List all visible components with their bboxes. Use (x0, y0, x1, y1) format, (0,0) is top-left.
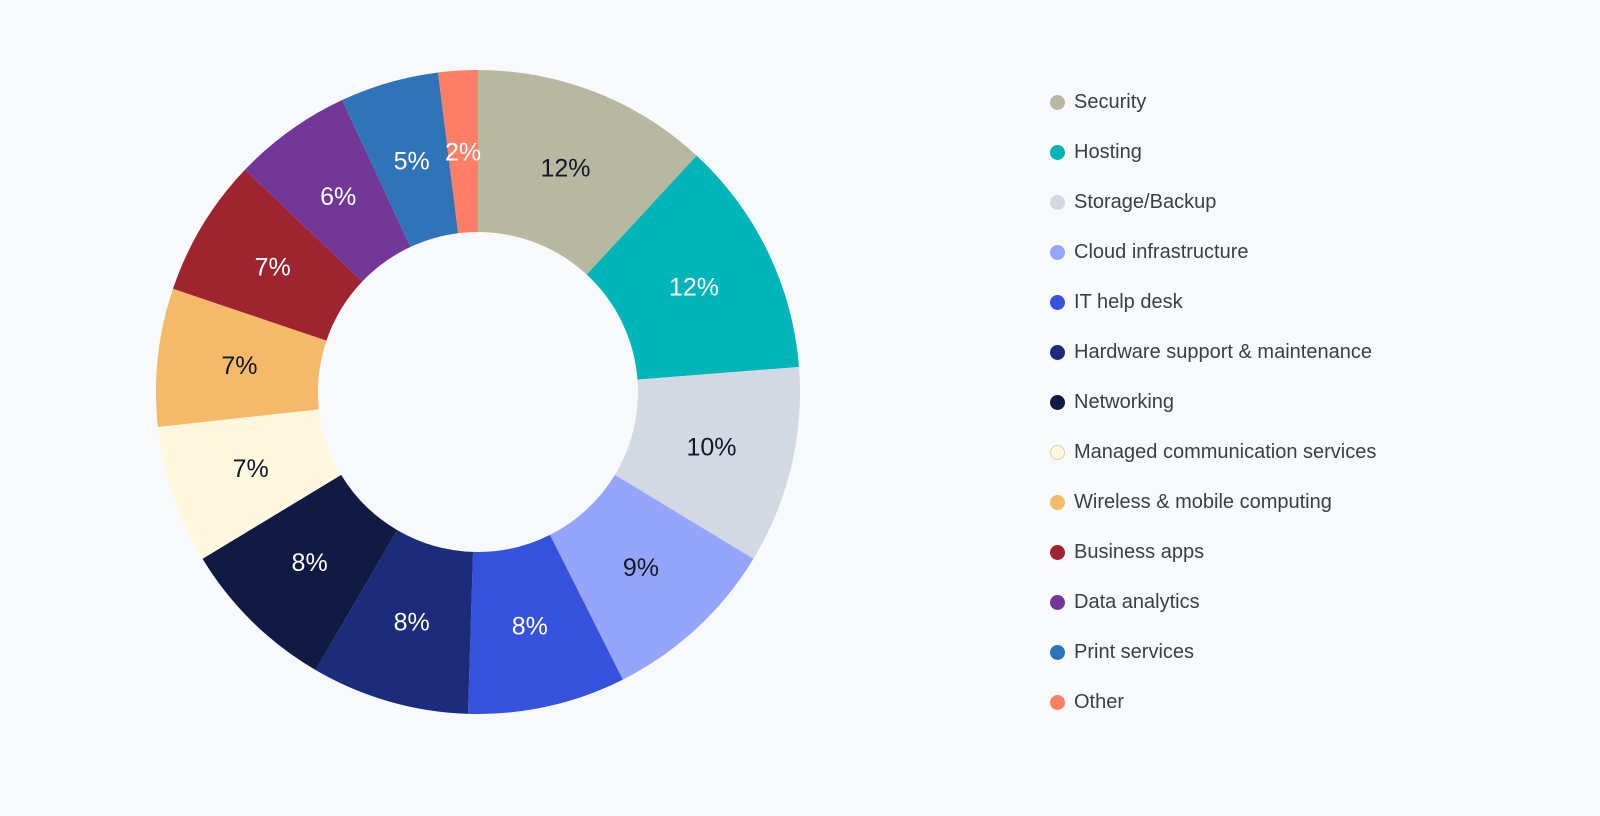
legend-swatch-0 (1050, 94, 1065, 110)
slice-10[interactable] (245, 100, 411, 282)
legend-swatch-10 (1050, 594, 1065, 610)
legend-swatch-4 (1050, 294, 1065, 310)
slice-1[interactable] (586, 155, 800, 380)
legend-label-11: Print services (1074, 640, 1195, 663)
legend-label-1: Hosting (1074, 140, 1142, 163)
slice-label-12: 2% (445, 138, 481, 166)
legend-item-0[interactable]: Security (1050, 77, 1376, 127)
slice-11[interactable] (342, 72, 459, 247)
legend-label-3: Cloud infrastructure (1074, 240, 1249, 263)
slice-4[interactable] (467, 534, 623, 714)
slice-3[interactable] (549, 474, 754, 680)
legend-item-3[interactable]: Cloud infrastructure (1050, 227, 1376, 277)
slice-12[interactable] (438, 70, 478, 234)
legend-item-7[interactable]: Managed communication services (1050, 427, 1376, 477)
legend-item-11[interactable]: Print services (1050, 627, 1376, 677)
slice-9[interactable] (173, 169, 363, 341)
legend-swatch-8 (1050, 494, 1065, 510)
legend-swatch-5 (1050, 344, 1065, 360)
slice-label-6: 8% (292, 549, 328, 577)
legend-item-9[interactable]: Business apps (1050, 527, 1376, 577)
legend-item-6[interactable]: Networking (1050, 377, 1376, 427)
slice-label-1: 12% (669, 273, 719, 301)
legend-label-2: Storage/Backup (1074, 190, 1217, 213)
legend-label-5: Hardware support & maintenance (1074, 340, 1372, 363)
legend-item-1[interactable]: Hosting (1050, 127, 1376, 177)
slice-label-5: 8% (394, 609, 430, 637)
legend-label-12: Other (1074, 690, 1125, 713)
legend-item-12[interactable]: Other (1050, 677, 1376, 727)
slice-5[interactable] (315, 530, 474, 714)
slice-6[interactable] (202, 474, 398, 671)
slice-label-10: 6% (320, 183, 356, 211)
slice-7[interactable] (157, 409, 342, 559)
donut-chart: 12% 12% 10% 9% 8% 8% 8% 7% 7% 7% 6% 5% 2% (156, 70, 800, 714)
legend-label-9: Business apps (1074, 540, 1205, 563)
legend-label-0: Security (1074, 90, 1147, 113)
slice-label-7: 7% (233, 455, 269, 483)
legend-swatch-3 (1050, 244, 1065, 260)
legend-item-4[interactable]: IT help desk (1050, 277, 1376, 327)
chart-legend: Security Hosting Storage/Backup Cloud infra… (1050, 77, 1376, 727)
legend-swatch-6 (1050, 394, 1065, 410)
legend-swatch-1 (1050, 144, 1065, 160)
legend-label-8: Wireless & mobile computing (1074, 490, 1332, 513)
legend-swatch-9 (1050, 544, 1065, 560)
slice-label-2: 10% (686, 433, 736, 461)
legend-swatch-12 (1050, 694, 1065, 710)
slice-label-4: 8% (512, 612, 548, 640)
legend-label-6: Networking (1074, 390, 1175, 413)
legend-swatch-11 (1050, 644, 1065, 660)
legend-swatch-2 (1050, 194, 1065, 210)
legend-label-4: IT help desk (1074, 290, 1183, 313)
slice-label-8: 7% (221, 352, 257, 380)
legend-item-10[interactable]: Data analytics (1050, 577, 1376, 627)
legend-label-7: Managed communication services (1074, 440, 1377, 463)
slice-2[interactable] (614, 366, 800, 559)
legend-item-5[interactable]: Hardware support & maintenance (1050, 327, 1376, 377)
slice-0[interactable] (478, 70, 697, 275)
legend-swatch-7 (1050, 444, 1065, 460)
legend-item-2[interactable]: Storage/Backup (1050, 177, 1376, 227)
legend-item-8[interactable]: Wireless & mobile computing (1050, 477, 1376, 527)
legend-label-10: Data analytics (1074, 590, 1200, 613)
slice-label-3: 9% (623, 554, 659, 582)
slice-label-11: 5% (394, 147, 430, 175)
slice-label-0: 12% (540, 155, 590, 183)
slice-label-9: 7% (255, 254, 291, 282)
slice-8[interactable] (156, 288, 327, 427)
